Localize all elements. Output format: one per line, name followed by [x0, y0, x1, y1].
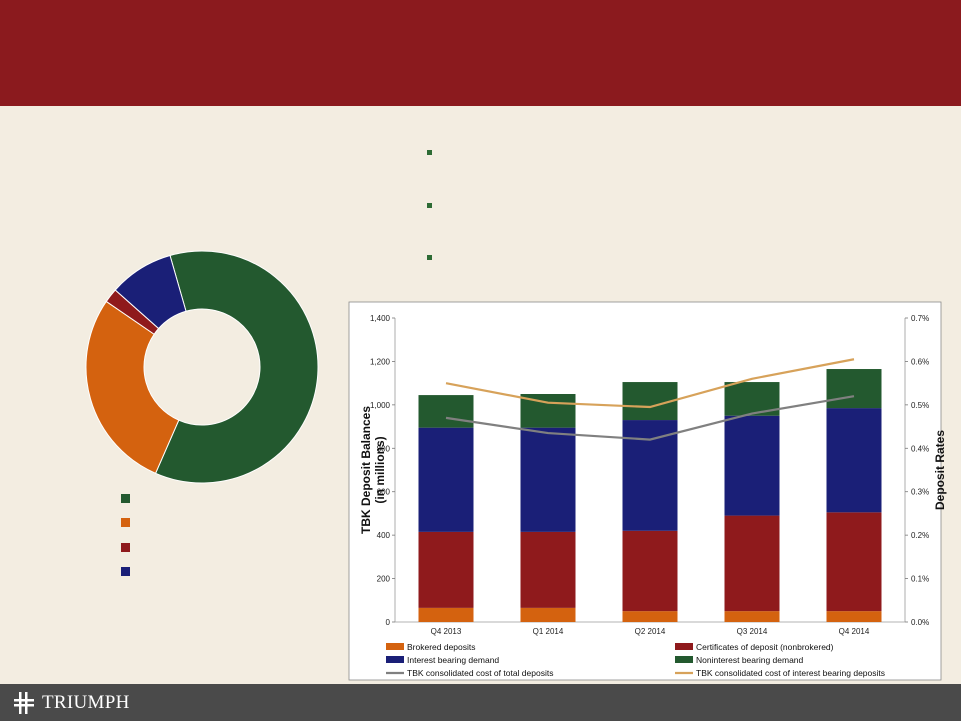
y-left-tick-label: 0 — [386, 618, 391, 627]
y-left-tick-label: 200 — [377, 575, 391, 584]
y-left-tick-label: 1,400 — [370, 314, 391, 323]
bar-segment — [520, 427, 576, 532]
y-right-tick-label: 0.1% — [911, 575, 929, 584]
y-right-tick-label: 0.7% — [911, 314, 929, 323]
y-right-tick-label: 0.3% — [911, 488, 929, 497]
bar-segment — [418, 607, 474, 622]
bar-segment — [826, 512, 882, 612]
bar-segment — [622, 530, 678, 612]
x-tick-label: Q2 2014 — [635, 627, 666, 636]
bar-segment — [418, 395, 474, 428]
bar-segment — [520, 607, 576, 622]
legend-swatch — [675, 643, 693, 650]
legend-swatch — [675, 656, 693, 663]
bar-segment — [724, 415, 780, 516]
bullet-marker — [427, 255, 432, 260]
donut-legend-swatch-brokered — [121, 518, 130, 527]
bar-segment — [826, 408, 882, 513]
bar-segment — [520, 531, 576, 608]
y-left-label-line2: (in millions) — [373, 436, 387, 503]
bar-segment — [622, 611, 678, 622]
y-right-tick-label: 0.4% — [911, 444, 929, 453]
bar-segment — [724, 611, 780, 622]
y-left-tick-label: 1,000 — [370, 401, 391, 410]
y-left-tick-label: 800 — [377, 444, 391, 453]
donut-slice — [154, 250, 319, 484]
bullet-marker — [427, 150, 432, 155]
legend-label: TBK consolidated cost of interest bearin… — [696, 668, 885, 678]
donut-slice — [114, 254, 187, 330]
legend-swatch — [386, 643, 404, 650]
y-right-tick-label: 0.0% — [911, 618, 929, 627]
legend-label: TBK consolidated cost of total deposits — [407, 668, 553, 678]
y-left-tick-label: 400 — [377, 531, 391, 540]
cross-mark-icon — [14, 692, 34, 714]
y-left-tick-label: 600 — [377, 488, 391, 497]
legend-label: Interest bearing demand — [407, 655, 499, 665]
rate-line — [445, 358, 855, 409]
bar-segment — [418, 427, 474, 532]
y-right-tick-label: 0.6% — [911, 357, 929, 366]
rate-line — [445, 395, 855, 441]
bar-segment — [622, 420, 678, 531]
y-left-tick-label: 1,200 — [370, 357, 391, 366]
donut-legend-swatch-interest — [121, 567, 130, 576]
logo-text: TRIUMPH — [42, 692, 130, 713]
bullet-marker — [427, 203, 432, 208]
donut-legend-swatch-noninterest — [121, 494, 130, 503]
triumph-logo: TRIUMPH — [14, 690, 130, 716]
y-right-tick-label: 0.5% — [911, 401, 929, 410]
donut-legend-swatch-cd — [121, 543, 130, 552]
y-left-label-line1: TBK Deposit Balances — [359, 406, 373, 534]
legend-label: Brokered deposits — [407, 642, 476, 652]
header-bar — [0, 0, 961, 106]
bar-segment — [418, 531, 474, 608]
legend-label: Certificates of deposit (nonbrokered) — [696, 642, 834, 652]
legend-swatch — [386, 656, 404, 663]
legend-label: Noninterest bearing demand — [696, 655, 804, 665]
footer-bar — [0, 684, 961, 721]
y-right-label: Deposit Rates — [933, 430, 947, 510]
x-tick-label: Q4 2013 — [431, 627, 462, 636]
y-right-tick-label: 0.2% — [911, 531, 929, 540]
x-tick-label: Q4 2014 — [839, 627, 870, 636]
bar-segment — [826, 611, 882, 622]
x-tick-label: Q1 2014 — [533, 627, 564, 636]
donut-slice — [85, 300, 180, 474]
x-tick-label: Q3 2014 — [737, 627, 768, 636]
bar-segment — [724, 515, 780, 612]
bar-segment — [826, 369, 882, 409]
